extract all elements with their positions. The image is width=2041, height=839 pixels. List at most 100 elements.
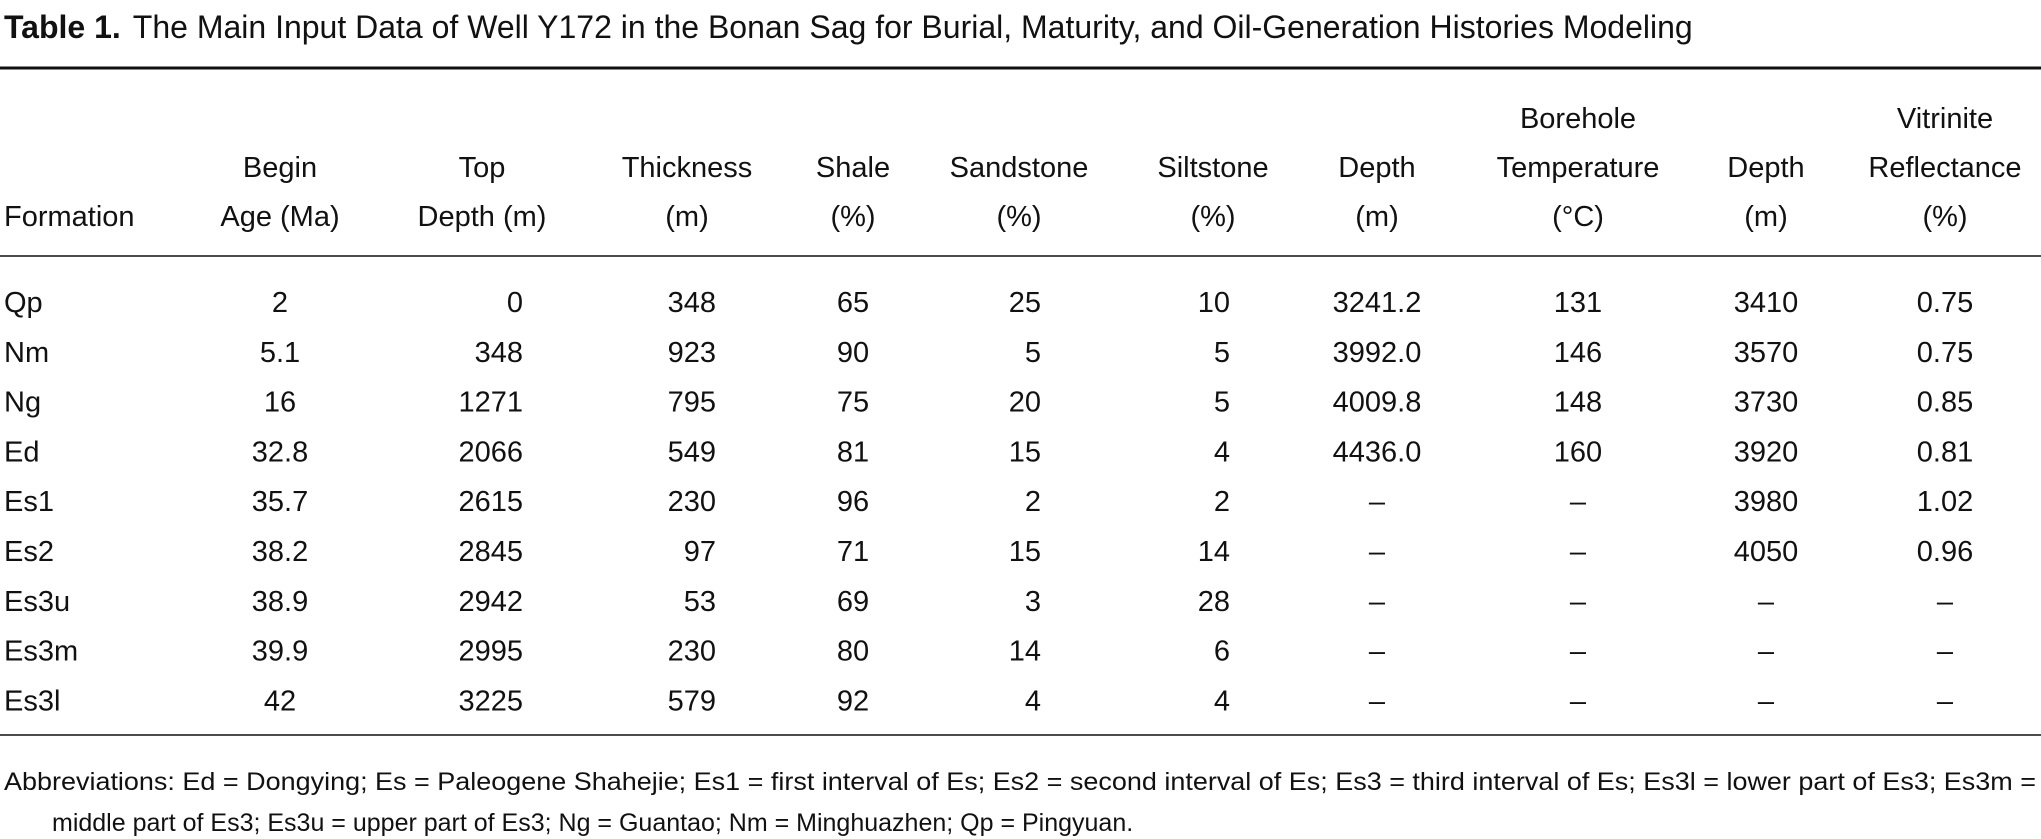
footnote-line: middle part of Es3; Es3u = upper part of… bbox=[52, 809, 1133, 837]
table-cell: 0.75 bbox=[1917, 337, 1973, 369]
table-cell: 90 bbox=[837, 337, 869, 369]
table-cell: Ng bbox=[4, 387, 41, 419]
table-cell: 160 bbox=[1554, 436, 1602, 468]
table-cell: 348 bbox=[475, 337, 523, 369]
column-header: Siltstone bbox=[1157, 152, 1268, 184]
table-cell: 1.02 bbox=[1917, 486, 1973, 518]
table-cell: 92 bbox=[837, 685, 869, 717]
table-cell: 2995 bbox=[458, 636, 523, 668]
table-cell: 2066 bbox=[458, 436, 523, 468]
table-cell: 2845 bbox=[458, 536, 523, 568]
table-cell: 14 bbox=[1009, 636, 1041, 668]
table-cell: 38.9 bbox=[252, 586, 308, 618]
table-cell: 10 bbox=[1198, 287, 1230, 319]
table-cell: 97 bbox=[684, 536, 716, 568]
column-header: Thickness bbox=[622, 152, 753, 184]
table-cell: Nm bbox=[4, 337, 49, 369]
table-cell: 5 bbox=[1214, 387, 1230, 419]
table-label: Table 1. bbox=[4, 9, 121, 45]
table-cell: Es3l bbox=[4, 685, 60, 717]
table-cell: 96 bbox=[837, 486, 869, 518]
table-cell: 3730 bbox=[1734, 387, 1799, 419]
table-title: Table 1. The Main Input Data of Well Y172… bbox=[4, 9, 1693, 45]
table-cell: 549 bbox=[668, 436, 716, 468]
table-cell: 71 bbox=[837, 536, 869, 568]
table-cell: 5 bbox=[1025, 337, 1041, 369]
table-cell: 5.1 bbox=[260, 337, 300, 369]
table-cell: 39.9 bbox=[252, 636, 308, 668]
table-cell: 75 bbox=[837, 387, 869, 419]
column-header: (m) bbox=[1744, 201, 1787, 233]
table-cell: Qp bbox=[4, 287, 43, 319]
table-cell: – bbox=[1369, 685, 1386, 717]
table-cell: 1271 bbox=[458, 387, 523, 419]
table-cell: 4 bbox=[1214, 685, 1230, 717]
table-cell: 3920 bbox=[1734, 436, 1799, 468]
column-header: Sandstone bbox=[950, 152, 1089, 184]
column-header: (°C) bbox=[1552, 201, 1604, 233]
table-cell: 25 bbox=[1009, 287, 1041, 319]
table-caption: The Main Input Data of Well Y172 in the … bbox=[133, 9, 1693, 45]
table-cell: 3980 bbox=[1734, 486, 1799, 518]
column-header: Depth bbox=[1727, 152, 1804, 184]
table-cell: 3 bbox=[1025, 586, 1041, 618]
table-cell: 35.7 bbox=[252, 486, 308, 518]
table-cell: 3225 bbox=[458, 685, 523, 717]
table-cell: 69 bbox=[837, 586, 869, 618]
table-cell: 230 bbox=[668, 486, 716, 518]
table-cell: 795 bbox=[668, 387, 716, 419]
table-cell: Es2 bbox=[4, 536, 54, 568]
table-cell: 131 bbox=[1554, 287, 1602, 319]
table-cell: 20 bbox=[1009, 387, 1041, 419]
table-cell: Ed bbox=[4, 436, 39, 468]
table-cell: – bbox=[1369, 586, 1386, 618]
column-header: Reflectance bbox=[1868, 152, 2021, 184]
table-cell: – bbox=[1937, 636, 1954, 668]
table-cell: 3241.2 bbox=[1333, 287, 1422, 319]
table-cell: 38.2 bbox=[252, 536, 308, 568]
table-cell: 0.75 bbox=[1917, 287, 1973, 319]
column-header: Age (Ma) bbox=[220, 201, 339, 233]
table-cell: 348 bbox=[668, 287, 716, 319]
table-cell: 65 bbox=[837, 287, 869, 319]
table-cell: – bbox=[1570, 685, 1587, 717]
table-cell: 42 bbox=[264, 685, 296, 717]
footnote-line: Abbreviations: Ed = Dongying; Es = Paleo… bbox=[4, 768, 2036, 796]
table-cell: 2 bbox=[272, 287, 288, 319]
table-cell: 230 bbox=[668, 636, 716, 668]
table-cell: 53 bbox=[684, 586, 716, 618]
column-header: (%) bbox=[1922, 201, 1967, 233]
table-cell: 3570 bbox=[1734, 337, 1799, 369]
column-header: Begin bbox=[243, 152, 317, 184]
table-cell: – bbox=[1937, 586, 1954, 618]
table-cell: – bbox=[1570, 486, 1587, 518]
table-cell: 579 bbox=[668, 685, 716, 717]
table-cell: 15 bbox=[1009, 436, 1041, 468]
column-header: Formation bbox=[4, 201, 135, 233]
table-cell: 0.96 bbox=[1917, 536, 1973, 568]
column-header: (%) bbox=[1190, 201, 1235, 233]
table-cell: 4050 bbox=[1734, 536, 1799, 568]
table-cell: 2 bbox=[1025, 486, 1041, 518]
table-cell: 3410 bbox=[1734, 287, 1799, 319]
table-cell: 923 bbox=[668, 337, 716, 369]
column-header: (m) bbox=[1355, 201, 1398, 233]
table-cell: 14 bbox=[1198, 536, 1230, 568]
column-header: (%) bbox=[996, 201, 1041, 233]
column-header: Borehole bbox=[1520, 103, 1636, 135]
table-cell: 28 bbox=[1198, 586, 1230, 618]
table-cell: 4 bbox=[1214, 436, 1230, 468]
table-cell: 4009.8 bbox=[1333, 387, 1422, 419]
table-cell: 0.85 bbox=[1917, 387, 1973, 419]
table-cell: – bbox=[1570, 536, 1587, 568]
table-cell: – bbox=[1570, 636, 1587, 668]
column-header: (m) bbox=[665, 201, 708, 233]
table-cell: 2615 bbox=[458, 486, 523, 518]
column-header: (%) bbox=[830, 201, 875, 233]
table-cell: 146 bbox=[1554, 337, 1602, 369]
table-cell: – bbox=[1758, 636, 1775, 668]
table-cell: Es1 bbox=[4, 486, 54, 518]
table-cell: 15 bbox=[1009, 536, 1041, 568]
table-cell: – bbox=[1369, 486, 1386, 518]
